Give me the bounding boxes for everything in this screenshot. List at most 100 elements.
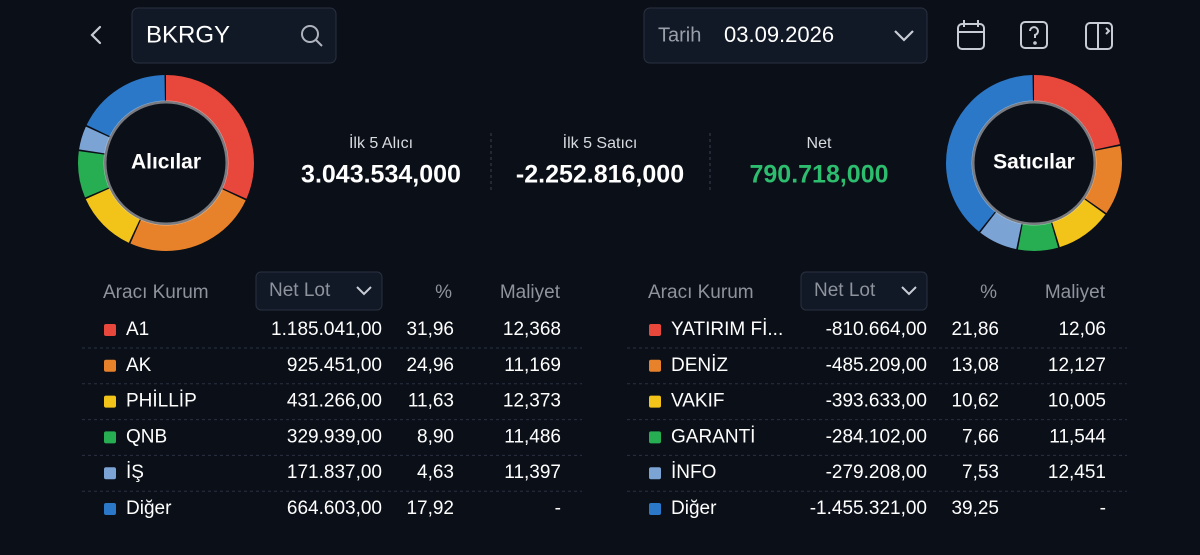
color-swatch [649,467,661,480]
percent: 10,62 [951,391,999,412]
column-header: % [435,282,452,303]
cost: 11,544 [1049,426,1106,447]
date-label: Tarih [658,24,701,46]
broker-name: DENİZ [671,355,728,376]
color-swatch [649,431,661,444]
back-button[interactable] [90,25,102,45]
broker-name: İŞ [126,462,144,483]
color-swatch [104,431,116,444]
column-header: Net Lot [269,280,331,301]
net-lot: -810.664,00 [826,319,927,340]
summary-value: -2.252.816,000 [516,161,684,189]
cost: - [555,498,561,519]
donut-label: Satıcılar [993,151,1075,174]
broker-name: İNFO [671,462,716,483]
net-lot: 171.837,00 [287,462,382,483]
color-swatch [649,359,661,372]
color-swatch [104,324,116,336]
percent: 39,25 [951,498,999,519]
summary-label: Net [807,135,832,152]
cost: 12,451 [1048,462,1106,483]
column-header: Maliyet [1045,282,1106,303]
donut-segment [78,75,254,251]
net-lot: 431.266,00 [287,391,382,412]
color-swatch [104,467,116,480]
net-lot: 1.185.041,00 [271,319,382,340]
summary-value: 3.043.534,000 [301,161,461,189]
summary-label: İlk 5 Alıcı [349,133,413,152]
date-dropdown[interactable] [894,30,914,42]
net-lot: -279.208,00 [826,462,927,483]
column-header: Net Lot [814,280,876,301]
cost: 12,06 [1058,319,1106,340]
donut-label: Alıcılar [131,151,201,174]
color-swatch [104,395,116,408]
summary-label: İlk 5 Satıcı [563,133,638,152]
broker-name: QNB [126,426,167,447]
net-lot: 664.603,00 [287,498,382,519]
donut-segment [946,75,1122,251]
percent: 8,90 [417,426,454,447]
percent: 11,63 [408,391,454,412]
dropdown-arrow [356,286,372,296]
net-lot: -485.209,00 [826,355,927,376]
percent: 17,92 [406,498,454,519]
donut-segment [78,75,254,251]
column-header: Maliyet [500,282,561,303]
color-swatch [649,503,661,515]
donut-inner-ring [971,100,1097,226]
net-lot: -1.455.321,00 [810,498,927,519]
broker-name: AK [126,355,152,376]
cost: 11,486 [504,426,561,447]
percent: 7,53 [962,462,999,483]
calendar-icon[interactable] [957,20,985,50]
broker-name: Diğer [671,498,717,519]
donut-segment [78,75,254,251]
search-text: BKRGY [146,21,230,48]
broker-name: YATIRIM Fİ... [671,319,783,340]
net-lot: -284.102,00 [826,426,927,447]
date-value: 03.09.2026 [724,22,834,47]
percent: 21,86 [951,319,999,340]
net-lot: 329.939,00 [287,426,382,447]
cost: - [1100,498,1106,519]
cost: 12,373 [503,391,561,412]
net-lot: -393.633,00 [826,391,927,412]
color-swatch [104,359,116,372]
broker-name: A1 [126,319,149,340]
broker-name: GARANTİ [671,426,755,447]
layout-icon[interactable] [1085,22,1113,50]
percent: 13,08 [951,355,999,376]
percent: 4,63 [417,462,454,483]
color-swatch [104,503,116,515]
column-header: Aracı Kurum [648,282,754,303]
help-icon[interactable] [1020,21,1048,49]
percent: 31,96 [406,319,454,340]
cost: 11,397 [504,462,561,483]
column-header: Aracı Kurum [103,282,209,303]
broker-name: Diğer [126,498,172,519]
net-lot-dropdown[interactable] [255,271,383,311]
cost: 12,368 [503,319,561,340]
donut-segment [946,75,1122,251]
broker-name: PHİLLİP [126,391,197,412]
net-lot: 925.451,00 [287,355,382,376]
net-lot-dropdown[interactable] [800,271,928,311]
color-swatch [649,395,661,408]
date-picker[interactable] [643,7,928,64]
percent: 24,96 [406,355,454,376]
broker-name: VAKIF [671,391,725,412]
summary-value: 790.718,000 [749,161,888,189]
search-icon[interactable] [301,25,323,47]
donut-segment [946,75,1122,251]
search-box[interactable] [131,7,337,64]
cost: 10,005 [1048,391,1106,412]
donut-segment [946,75,1122,251]
dropdown-arrow [901,286,917,296]
donut-inner-ring [103,100,229,226]
color-swatch [649,324,661,336]
cost: 11,169 [504,355,561,376]
cost: 12,127 [1048,355,1106,376]
